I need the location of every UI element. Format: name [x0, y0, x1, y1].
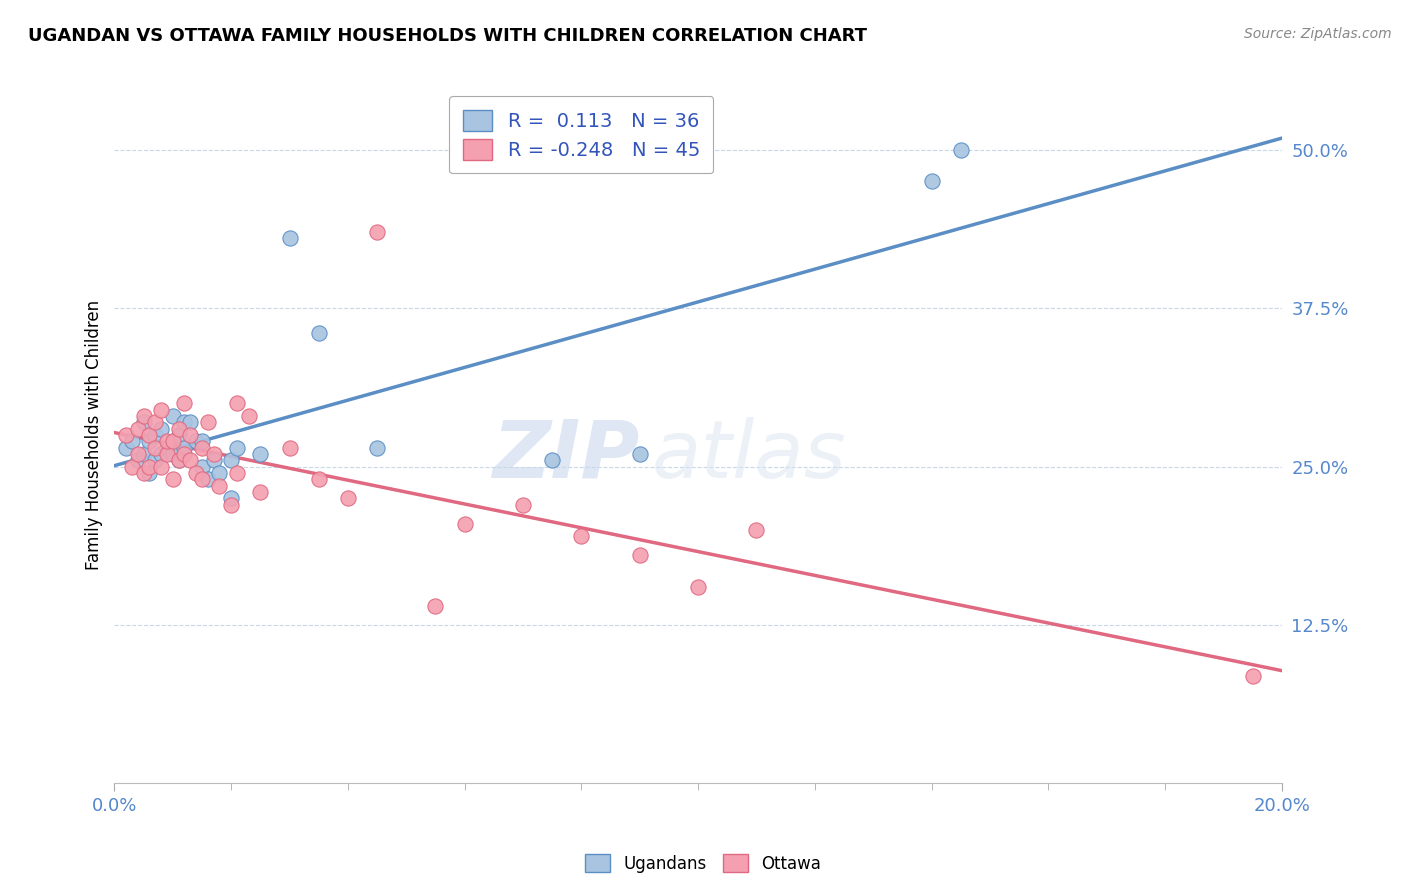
Text: UGANDAN VS OTTAWA FAMILY HOUSEHOLDS WITH CHILDREN CORRELATION CHART: UGANDAN VS OTTAWA FAMILY HOUSEHOLDS WITH…	[28, 27, 868, 45]
Point	[143, 453, 166, 467]
Point	[921, 174, 943, 188]
Point	[138, 459, 160, 474]
Point	[191, 472, 214, 486]
Point	[179, 415, 201, 429]
Point	[425, 599, 447, 613]
Point	[143, 428, 166, 442]
Point	[184, 466, 207, 480]
Point	[121, 459, 143, 474]
Point	[184, 434, 207, 449]
Point	[179, 428, 201, 442]
Point	[115, 441, 138, 455]
Text: ZIP: ZIP	[492, 417, 640, 495]
Point	[143, 441, 166, 455]
Point	[197, 472, 219, 486]
Point	[115, 428, 138, 442]
Point	[150, 447, 173, 461]
Point	[162, 447, 184, 461]
Point	[156, 434, 179, 449]
Point	[167, 421, 190, 435]
Point	[162, 409, 184, 423]
Point	[167, 453, 190, 467]
Text: atlas: atlas	[651, 417, 846, 495]
Point	[336, 491, 359, 506]
Point	[278, 441, 301, 455]
Point	[238, 409, 260, 423]
Point	[219, 491, 242, 506]
Point	[197, 415, 219, 429]
Point	[202, 447, 225, 461]
Point	[138, 434, 160, 449]
Point	[179, 453, 201, 467]
Point	[138, 428, 160, 442]
Point	[308, 326, 330, 341]
Point	[150, 421, 173, 435]
Y-axis label: Family Households with Children: Family Households with Children	[86, 300, 103, 570]
Point	[132, 466, 155, 480]
Point	[226, 441, 249, 455]
Point	[453, 516, 475, 531]
Point	[121, 434, 143, 449]
Point	[278, 231, 301, 245]
Point	[745, 523, 768, 537]
Point	[156, 447, 179, 461]
Point	[143, 415, 166, 429]
Point	[219, 453, 242, 467]
Point	[366, 225, 388, 239]
Point	[127, 421, 149, 435]
Point	[191, 459, 214, 474]
Point	[208, 466, 231, 480]
Point	[132, 447, 155, 461]
Point	[150, 459, 173, 474]
Point	[249, 484, 271, 499]
Point	[628, 548, 651, 562]
Point	[1241, 668, 1264, 682]
Point	[173, 396, 195, 410]
Point	[686, 580, 709, 594]
Point	[138, 466, 160, 480]
Point	[366, 441, 388, 455]
Point	[173, 441, 195, 455]
Point	[226, 466, 249, 480]
Point	[512, 498, 534, 512]
Point	[191, 441, 214, 455]
Point	[127, 453, 149, 467]
Point	[202, 453, 225, 467]
Point	[132, 415, 155, 429]
Point	[249, 447, 271, 461]
Point	[156, 441, 179, 455]
Point	[226, 396, 249, 410]
Point	[162, 472, 184, 486]
Legend: R =  0.113   N = 36, R = -0.248   N = 45: R = 0.113 N = 36, R = -0.248 N = 45	[449, 96, 713, 173]
Point	[132, 409, 155, 423]
Point	[949, 143, 972, 157]
Legend: Ugandans, Ottawa: Ugandans, Ottawa	[578, 847, 828, 880]
Point	[219, 498, 242, 512]
Point	[173, 447, 195, 461]
Point	[628, 447, 651, 461]
Point	[208, 478, 231, 492]
Point	[569, 529, 592, 543]
Text: Source: ZipAtlas.com: Source: ZipAtlas.com	[1244, 27, 1392, 41]
Point	[167, 453, 190, 467]
Point	[191, 434, 214, 449]
Point	[173, 415, 195, 429]
Point	[308, 472, 330, 486]
Point	[150, 402, 173, 417]
Point	[162, 434, 184, 449]
Point	[541, 453, 564, 467]
Point	[167, 428, 190, 442]
Point	[127, 447, 149, 461]
